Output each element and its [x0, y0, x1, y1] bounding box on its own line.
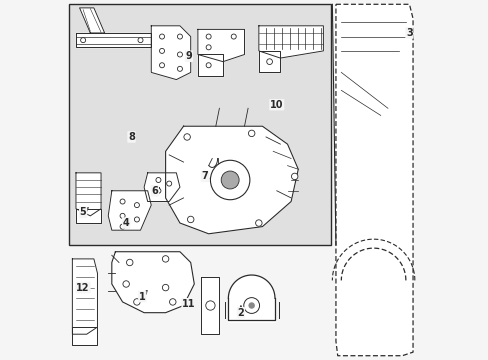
Circle shape — [255, 220, 262, 226]
Text: 2: 2 — [237, 308, 244, 318]
Text: 5: 5 — [80, 207, 86, 217]
Polygon shape — [72, 259, 97, 334]
Polygon shape — [258, 26, 323, 58]
Circle shape — [134, 203, 139, 208]
Text: 6: 6 — [151, 186, 158, 196]
Polygon shape — [144, 173, 180, 202]
Circle shape — [81, 38, 85, 42]
Circle shape — [177, 52, 182, 57]
Polygon shape — [76, 209, 101, 223]
Circle shape — [205, 301, 215, 310]
Polygon shape — [165, 126, 298, 234]
Circle shape — [177, 66, 182, 71]
Circle shape — [120, 224, 125, 229]
Text: 4: 4 — [122, 218, 129, 228]
Circle shape — [291, 173, 297, 180]
Polygon shape — [228, 298, 274, 320]
Polygon shape — [112, 252, 194, 313]
Circle shape — [120, 213, 125, 219]
Circle shape — [221, 171, 239, 189]
Circle shape — [159, 48, 164, 53]
Circle shape — [206, 45, 211, 50]
Text: 8: 8 — [128, 132, 135, 142]
Circle shape — [133, 299, 140, 305]
Circle shape — [248, 130, 254, 136]
Circle shape — [206, 63, 211, 68]
Polygon shape — [201, 277, 219, 334]
Text: 12: 12 — [76, 283, 90, 293]
Circle shape — [266, 59, 272, 64]
Circle shape — [156, 188, 161, 193]
Polygon shape — [108, 191, 151, 230]
Circle shape — [177, 34, 182, 39]
Circle shape — [120, 199, 125, 204]
Polygon shape — [80, 8, 104, 33]
Circle shape — [126, 259, 133, 266]
Circle shape — [210, 160, 249, 200]
Text: 1: 1 — [139, 292, 145, 302]
Polygon shape — [258, 51, 280, 72]
Circle shape — [159, 63, 164, 68]
Circle shape — [206, 34, 211, 39]
Circle shape — [169, 299, 176, 305]
Text: 10: 10 — [269, 100, 283, 110]
Text: 11: 11 — [182, 299, 195, 309]
Circle shape — [231, 34, 236, 39]
Circle shape — [248, 302, 254, 309]
Circle shape — [183, 134, 190, 140]
FancyBboxPatch shape — [69, 4, 330, 244]
Circle shape — [244, 298, 259, 314]
Polygon shape — [198, 30, 244, 62]
Text: 9: 9 — [185, 51, 192, 61]
Circle shape — [187, 216, 194, 223]
Polygon shape — [76, 173, 101, 216]
Polygon shape — [151, 26, 190, 80]
Text: 3: 3 — [405, 28, 412, 38]
Circle shape — [134, 217, 139, 222]
Circle shape — [166, 181, 171, 186]
Polygon shape — [72, 327, 97, 345]
Circle shape — [162, 284, 168, 291]
Circle shape — [159, 34, 164, 39]
Polygon shape — [335, 4, 412, 356]
Polygon shape — [198, 54, 223, 76]
Circle shape — [138, 38, 142, 42]
Circle shape — [156, 177, 161, 183]
Circle shape — [122, 281, 129, 287]
Text: 7: 7 — [201, 171, 208, 181]
Polygon shape — [76, 33, 151, 47]
Circle shape — [162, 256, 168, 262]
